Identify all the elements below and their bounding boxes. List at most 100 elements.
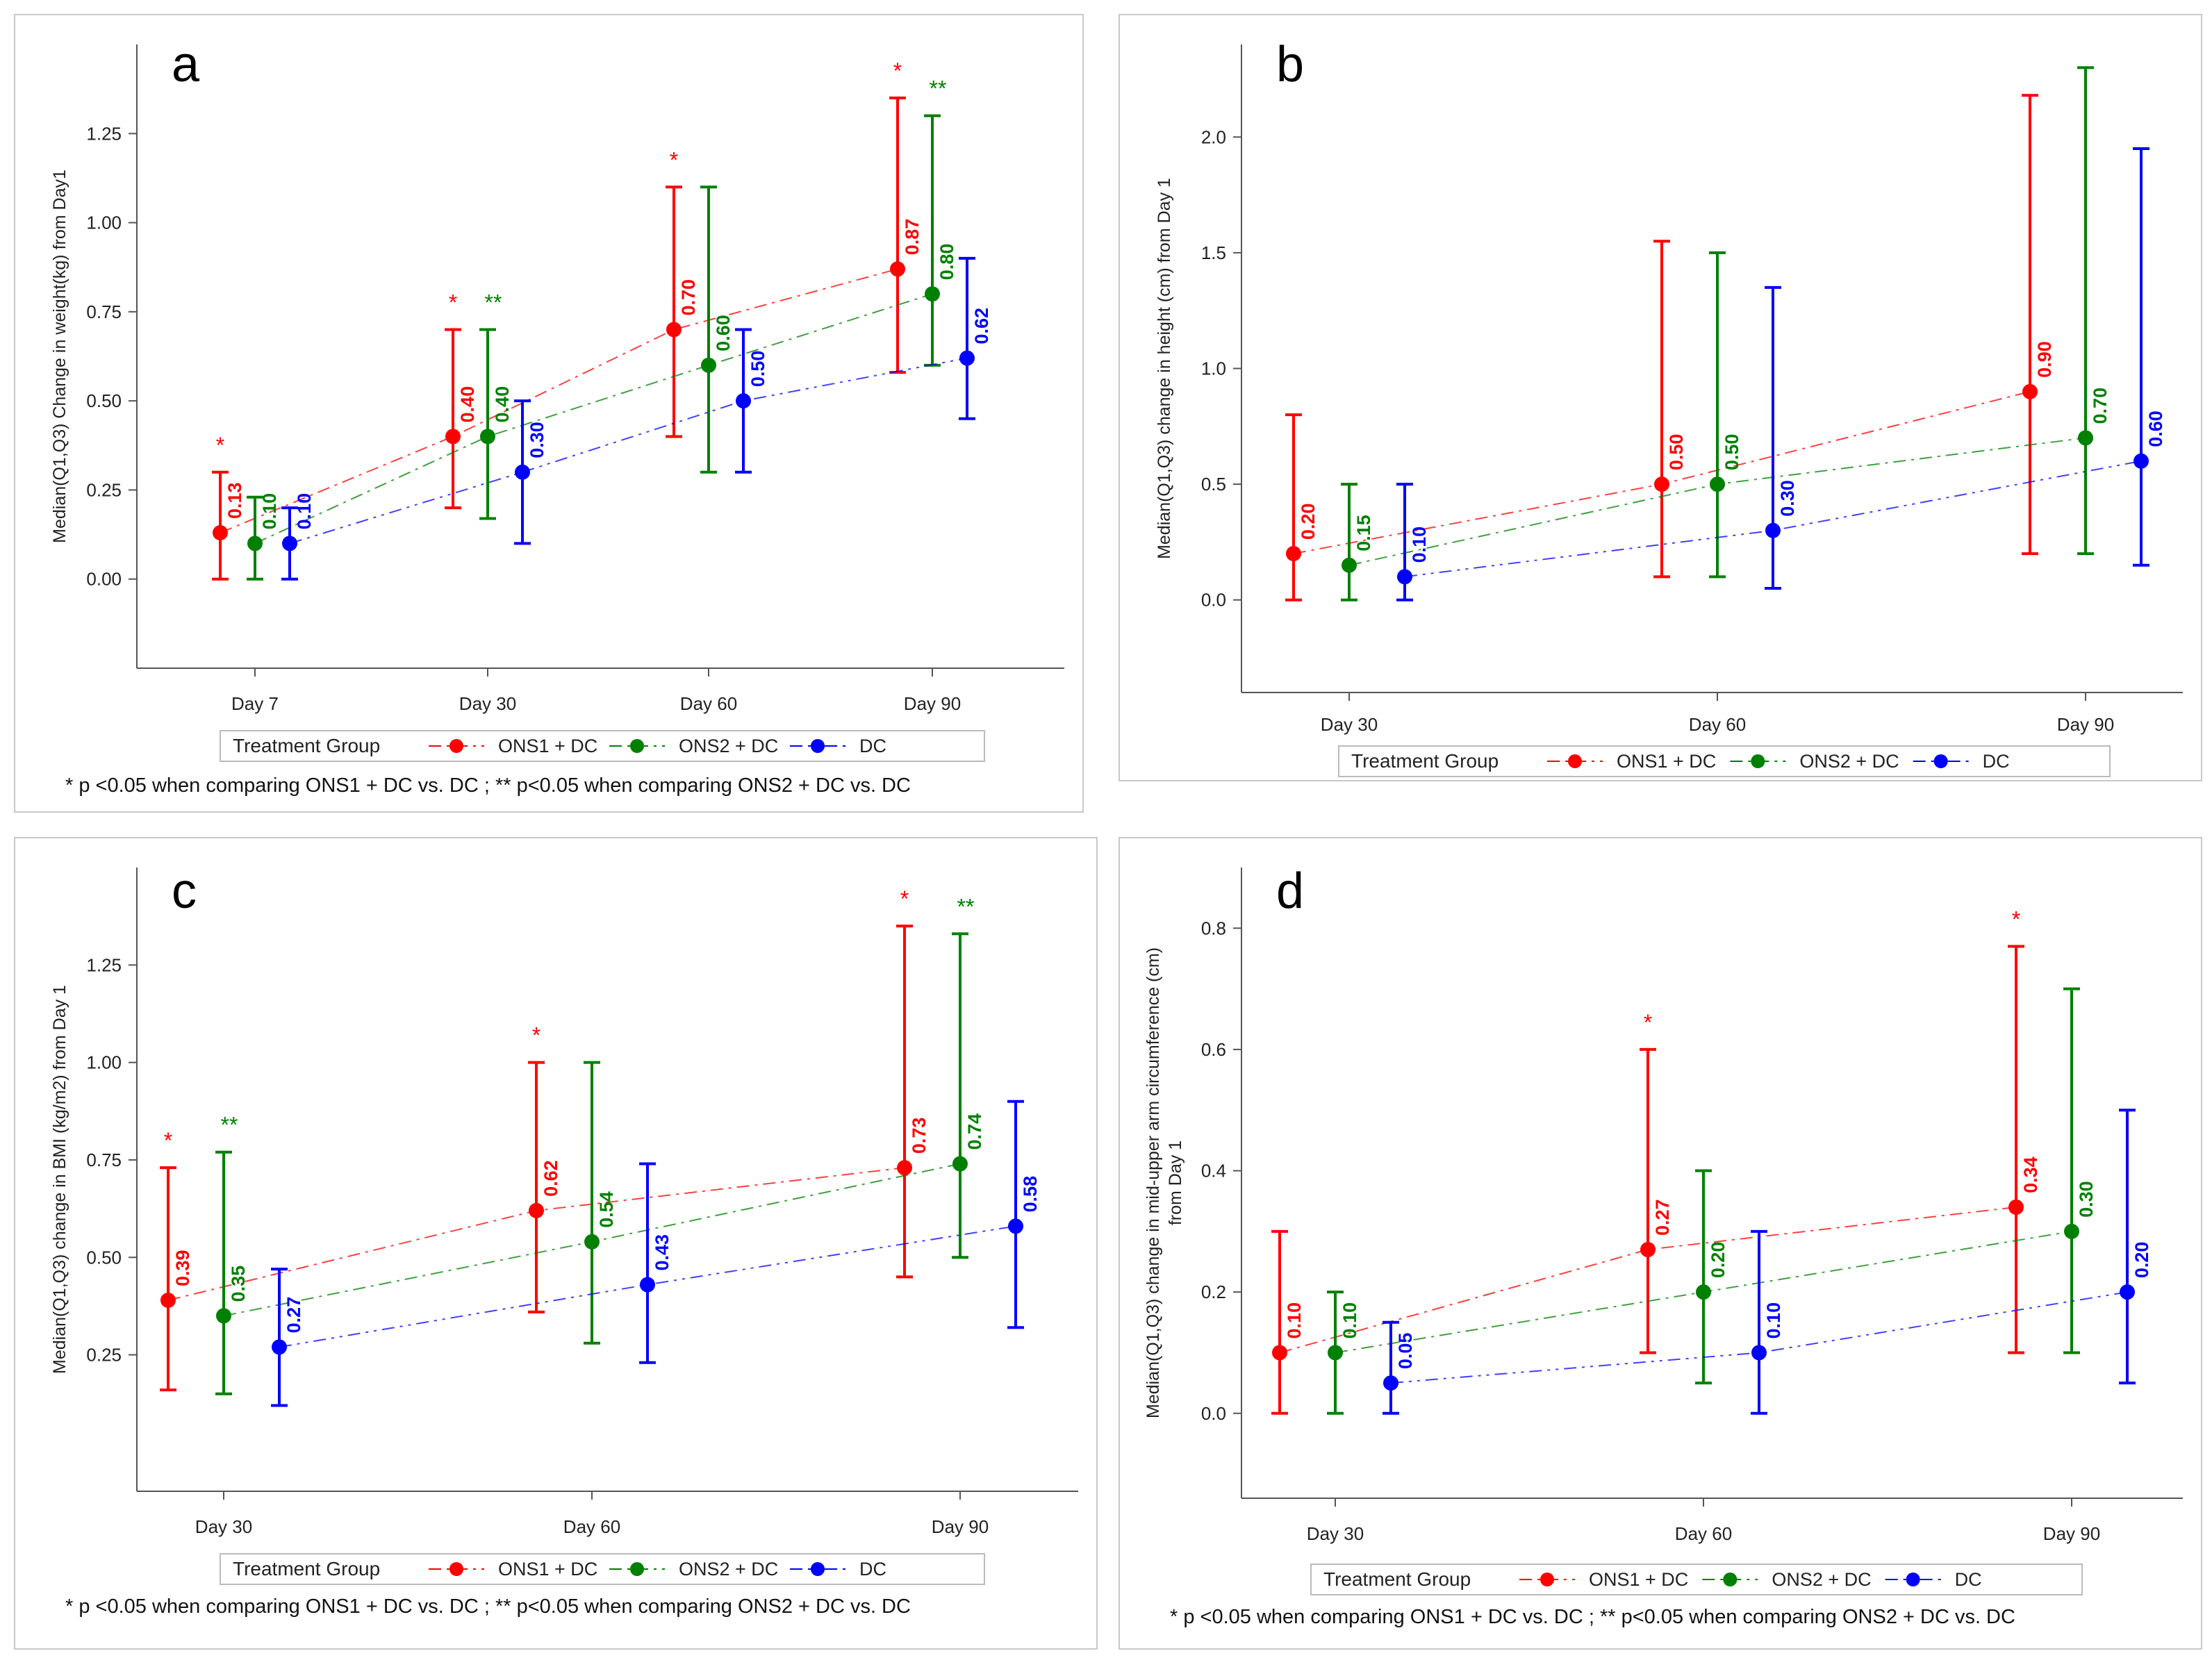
- y-tick-label: 1.0: [1201, 358, 1226, 379]
- y-tick-label: 0.00: [86, 569, 122, 590]
- panel-b: 0.0 0.5 1.0 1.5 2.0 Day 30 Day 60 Day 90 Median(…: [1119, 14, 2202, 781]
- median-point: [247, 536, 263, 551]
- median-point: [1328, 1345, 1343, 1361]
- significance-star: *: [670, 147, 678, 172]
- significance-star: *: [532, 1023, 540, 1048]
- median-point: [2120, 1284, 2135, 1300]
- legend-marker: [1751, 754, 1765, 768]
- y-tick-label: 1.5: [1201, 242, 1226, 263]
- legend-entry: DC: [1983, 751, 2010, 772]
- footnote: * p <0.05 when comparing ONS1 + DC vs. D…: [65, 774, 911, 797]
- data-label: 0.73: [909, 1118, 930, 1154]
- data-label: 0.10: [1339, 1302, 1360, 1339]
- legend-marker: [449, 1562, 463, 1576]
- median-point: [2008, 1199, 2024, 1215]
- legend-frame: [1338, 745, 2111, 777]
- legend-marker: [1906, 1573, 1920, 1586]
- data-label: 0.43: [652, 1234, 672, 1271]
- y-tick-label: 0.5: [1201, 474, 1226, 495]
- median-point: [584, 1234, 600, 1250]
- y-axis-title: from Day 1: [1166, 1141, 1185, 1225]
- x-tick-label: Day 60: [680, 693, 737, 714]
- y-axis-title: Median(Q1,Q3) change in mid-upper arm ci…: [1144, 947, 1163, 1418]
- y-tick-label: 0.50: [86, 1247, 122, 1268]
- median-point: [701, 357, 716, 373]
- legend-entry: DC: [1955, 1569, 1982, 1590]
- legend-title: Treatment Group: [233, 1558, 380, 1579]
- legend: Treatment Group ONS1 + DC ONS2 + DC DC: [220, 1553, 985, 1585]
- median-point: [952, 1156, 968, 1172]
- data-label: 0.27: [283, 1297, 304, 1334]
- series-line-dc: [279, 1225, 1016, 1348]
- x-tick-label: Day 30: [459, 693, 516, 714]
- median-point: [2064, 1223, 2079, 1239]
- data-label: 0.50: [1666, 434, 1687, 471]
- x-tick-label: Day 90: [2057, 714, 2114, 735]
- y-tick-label: 0.2: [1201, 1282, 1226, 1302]
- data-label: 0.20: [1708, 1242, 1728, 1279]
- series-line-dc: [289, 357, 968, 545]
- series-line-dc: [1390, 1291, 2128, 1384]
- y-tick-label: 1.00: [86, 213, 122, 233]
- data-label: 0.40: [492, 386, 513, 423]
- data-label: 0.90: [2034, 341, 2055, 378]
- series-line-dc: [1404, 460, 2142, 578]
- x-tick-label: Day 60: [563, 1516, 620, 1537]
- data-label: 0.70: [2090, 388, 2111, 424]
- median-point: [1286, 546, 1301, 562]
- panel-letter: d: [1276, 863, 1304, 919]
- legend-title: Treatment Group: [233, 735, 380, 756]
- significance-star: **: [221, 1113, 238, 1138]
- x-tick-label: Day 60: [1675, 1523, 1732, 1544]
- median-point: [1342, 557, 1357, 573]
- panel-a: 0.00 0.25 0.50 0.75 1.00 1.25 Day 7 Day 30 Day 6…: [14, 14, 1084, 813]
- median-point: [1710, 476, 1725, 492]
- median-point: [1765, 522, 1781, 538]
- data-label: 0.58: [1020, 1176, 1041, 1213]
- median-point: [1696, 1284, 1711, 1300]
- panel-d: 0.0 0.2 0.4 0.6 0.8 Day 30 Day 60 Day 90 Median(…: [1119, 837, 2202, 1650]
- data-label: 0.13: [224, 482, 245, 519]
- data-label: 0.35: [228, 1266, 249, 1302]
- data-label: 0.30: [2076, 1181, 2097, 1218]
- data-label: 0.50: [1722, 434, 1742, 471]
- median-point: [925, 286, 940, 302]
- x-tick-label: Day 30: [195, 1516, 252, 1537]
- data-label: 0.10: [1409, 526, 1430, 563]
- data-label: 0.20: [2131, 1242, 2152, 1279]
- data-label: 0.15: [1353, 515, 1374, 551]
- footnote: * p <0.05 when comparing ONS1 + DC vs. D…: [65, 1595, 911, 1618]
- significance-star: *: [164, 1128, 172, 1153]
- legend: Treatment Group ONS1 + DC ONS2 + DC DC: [220, 730, 985, 762]
- legend-entry: ONS2 + DC: [679, 736, 778, 756]
- data-label: 0.87: [902, 219, 923, 256]
- legend-marker: [449, 739, 463, 753]
- median-point: [282, 536, 297, 551]
- y-tick-label: 0.25: [86, 479, 122, 500]
- legend-frame: [220, 730, 985, 762]
- y-axis-title: Median(Q1,Q3) change in height (cm) from…: [1155, 178, 1174, 559]
- median-point: [1397, 569, 1412, 585]
- y-tick-label: 0.25: [86, 1345, 122, 1366]
- median-point: [445, 429, 461, 445]
- data-label: 0.54: [596, 1191, 617, 1228]
- y-tick-label: 1.25: [86, 123, 122, 144]
- data-label: 0.10: [294, 493, 315, 530]
- legend-title: Treatment Group: [1351, 750, 1499, 772]
- data-label: 0.70: [678, 279, 699, 316]
- legend-entry: DC: [859, 1559, 886, 1579]
- legend-entry: ONS2 + DC: [679, 1559, 778, 1579]
- data-label: 0.40: [457, 386, 478, 423]
- median-point: [160, 1292, 176, 1308]
- median-point: [216, 1308, 231, 1324]
- median-point: [1751, 1345, 1767, 1361]
- legend-marker: [1540, 1573, 1554, 1586]
- median-point: [272, 1339, 287, 1355]
- median-point: [1272, 1345, 1287, 1361]
- data-label: 0.39: [172, 1250, 193, 1286]
- x-tick-label: Day 90: [2043, 1523, 2100, 1544]
- significance-star: **: [485, 290, 502, 315]
- legend-title: Treatment Group: [1323, 1568, 1471, 1590]
- y-tick-label: 0.8: [1201, 918, 1226, 938]
- y-tick-label: 1.25: [86, 954, 122, 975]
